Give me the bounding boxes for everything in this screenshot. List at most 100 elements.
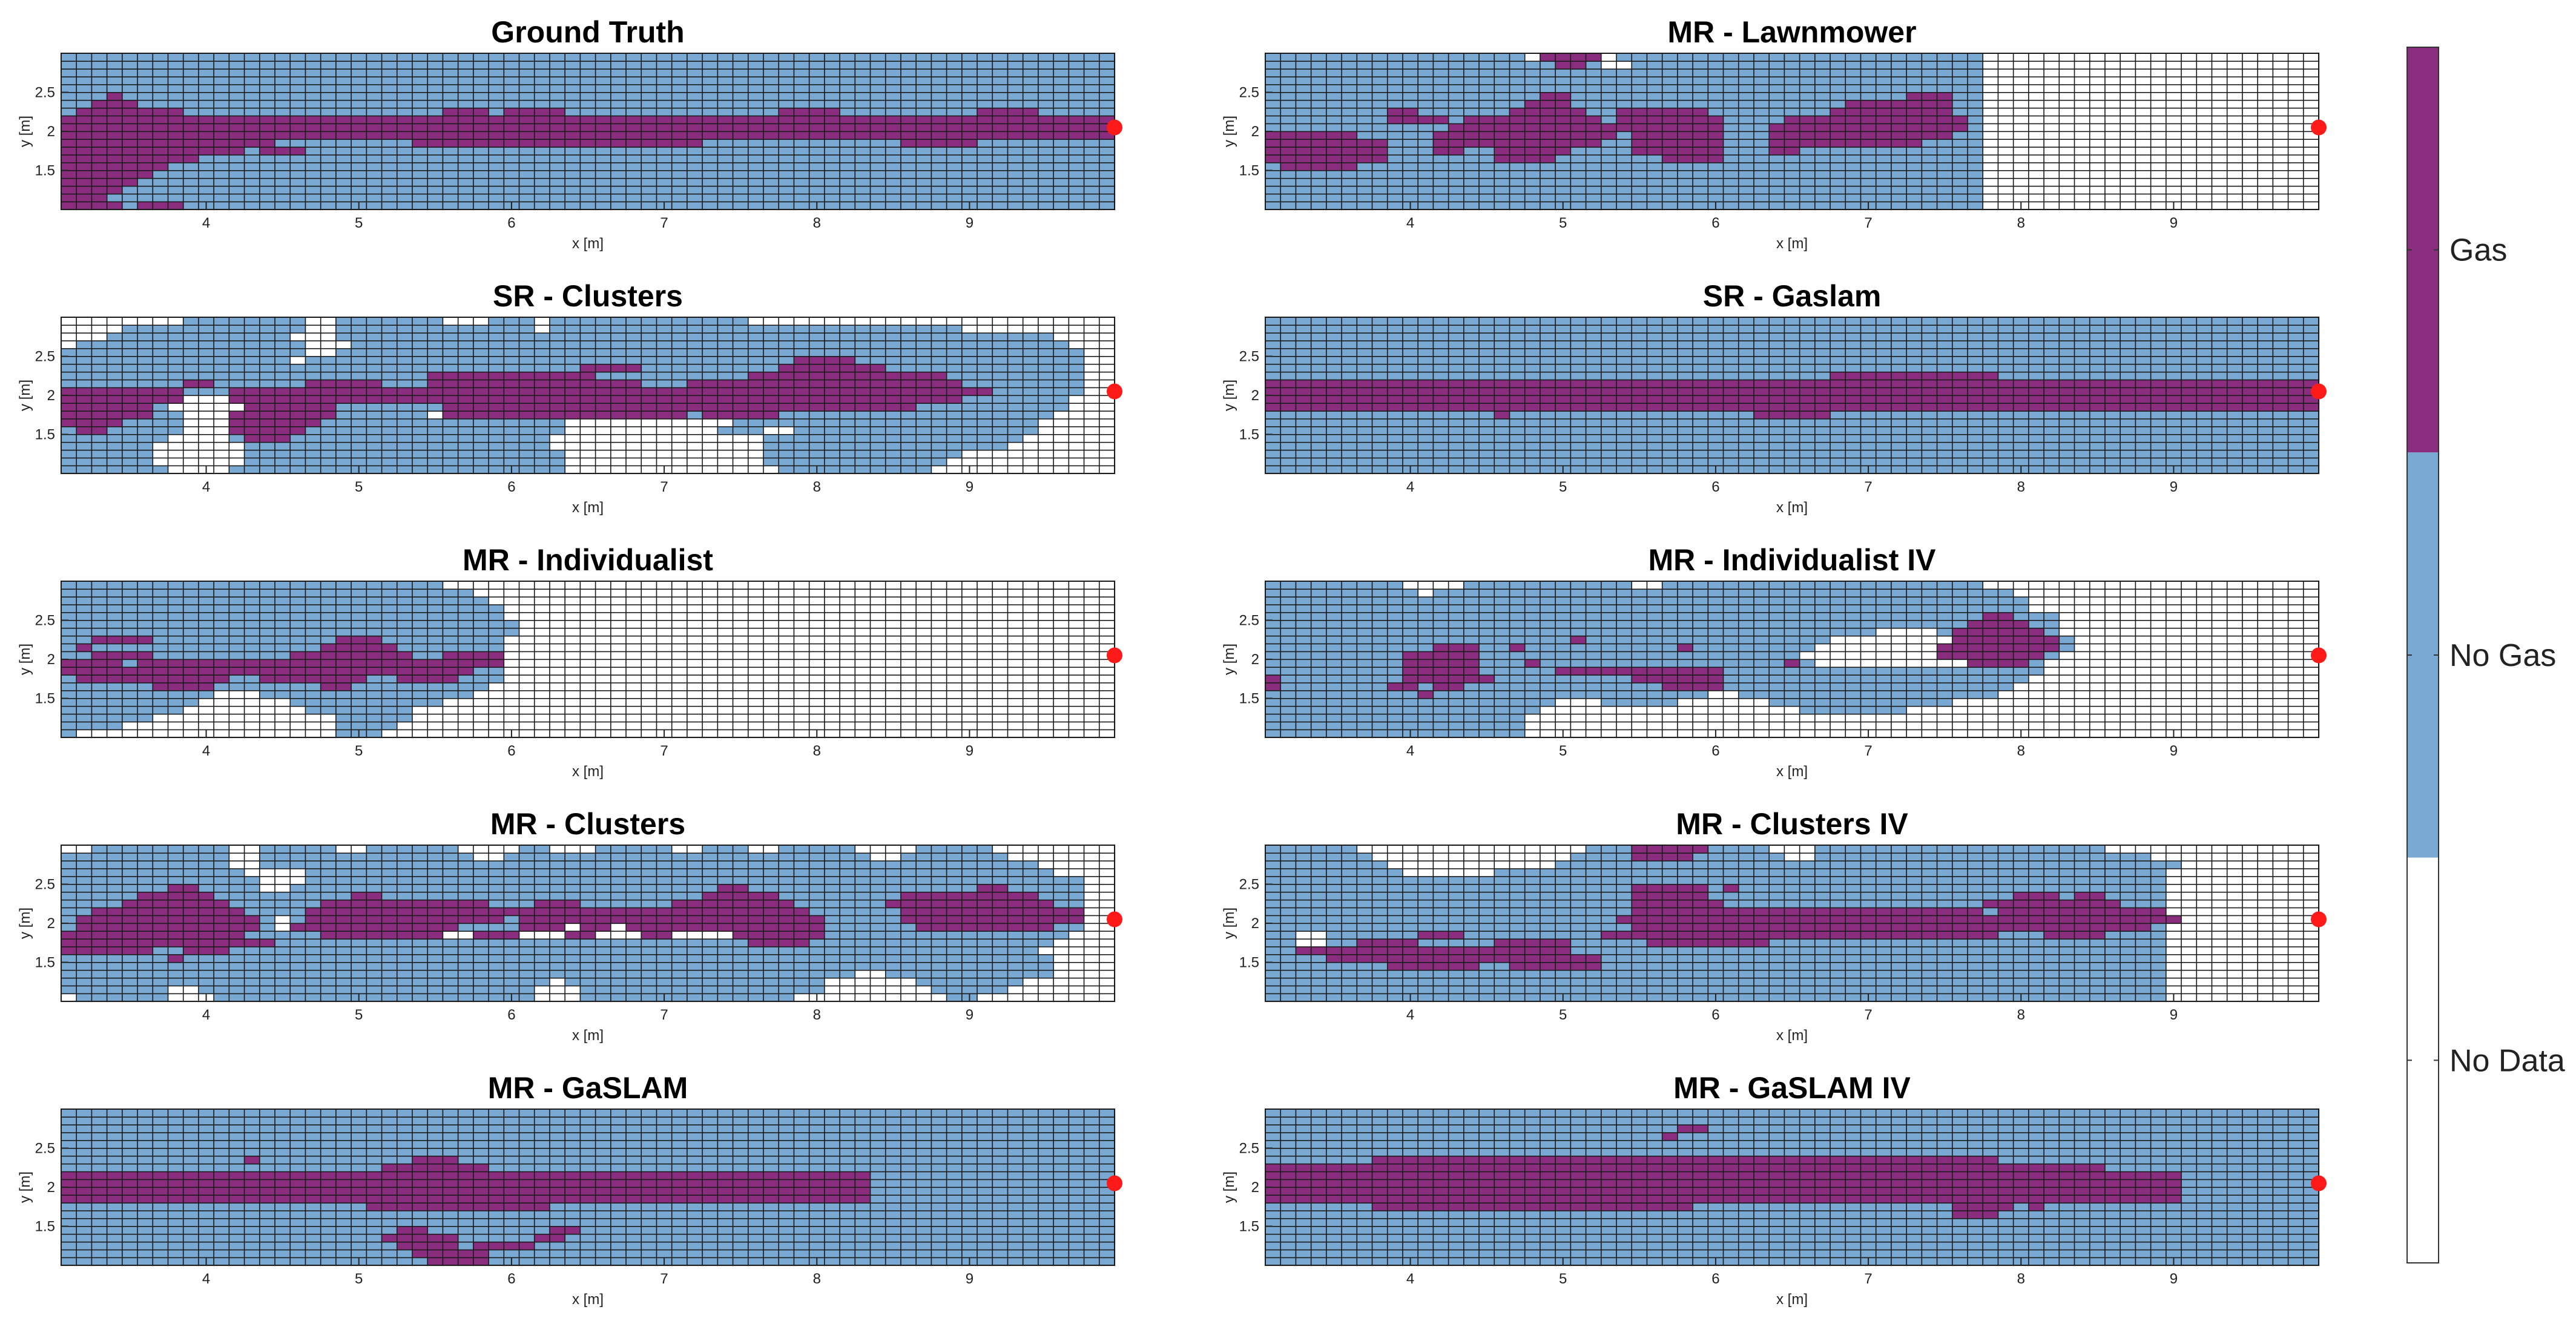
- cell-gas: [1386, 387, 1404, 397]
- cell-no-gas: [427, 317, 444, 326]
- cell-no-gas: [1830, 84, 1846, 93]
- cell-no-gas: [1646, 201, 1663, 211]
- cell-no-gas: [1265, 68, 1282, 77]
- cell-no-gas: [351, 317, 367, 326]
- cell-no-gas: [1784, 193, 1800, 203]
- cell-no-data: [2150, 99, 2167, 109]
- cell-gas: [595, 379, 611, 389]
- cell-no-gas: [335, 107, 352, 117]
- cell-no-gas: [122, 193, 139, 203]
- cell-no-gas: [747, 84, 765, 93]
- cell-gas: [625, 115, 642, 125]
- cell-no-gas: [1936, 426, 1953, 435]
- cell-no-gas: [2089, 441, 2106, 451]
- cell-no-gas: [76, 457, 93, 467]
- cell-no-gas: [1692, 177, 1709, 187]
- cell-gas: [1906, 387, 1923, 397]
- cell-gas: [2043, 387, 2060, 397]
- cell-no-gas: [1722, 426, 1739, 435]
- cell-gas: [1845, 123, 1862, 133]
- cell-no-data: [2104, 107, 2121, 117]
- cell-gas: [2120, 403, 2136, 412]
- cell-no-gas: [977, 355, 993, 365]
- cell-no-gas: [503, 53, 520, 62]
- cell-gas: [656, 115, 673, 125]
- cell-no-gas: [2043, 449, 2060, 459]
- cell-no-gas: [1753, 193, 1770, 203]
- cell-no-gas: [1799, 418, 1816, 427]
- cell-gas: [2166, 395, 2182, 404]
- cell-no-data: [2302, 201, 2320, 211]
- cell-no-gas: [351, 107, 367, 117]
- cell-no-gas: [687, 162, 703, 171]
- cell-no-gas: [366, 107, 383, 117]
- cell-no-gas: [1265, 433, 1282, 443]
- cell-no-gas: [412, 61, 429, 70]
- cell-gas: [1494, 139, 1510, 148]
- cell-no-gas: [579, 201, 596, 211]
- panel-title: SR - Gaslam: [1703, 279, 1882, 313]
- cell-gas: [1494, 387, 1510, 397]
- cell-no-gas: [1814, 162, 1831, 171]
- cell-no-data: [1997, 154, 2014, 163]
- cell-gas: [1280, 395, 1297, 404]
- cell-no-gas: [915, 107, 932, 117]
- cell-no-gas: [2211, 465, 2228, 475]
- cell-no-gas: [579, 99, 596, 109]
- cell-no-gas: [1417, 131, 1434, 140]
- cell-no-gas: [625, 193, 642, 203]
- cell-no-gas: [61, 91, 77, 101]
- cell-gas: [473, 387, 490, 397]
- cell-no-gas: [2302, 433, 2320, 443]
- cell-no-gas: [1967, 185, 1984, 195]
- cell-no-gas: [915, 363, 932, 373]
- cell-gas: [732, 387, 749, 397]
- cell-no-data: [228, 449, 245, 459]
- cell-gas: [1830, 395, 1846, 404]
- cell-gas: [1478, 131, 1495, 140]
- cell-gas: [1509, 387, 1526, 397]
- cell-no-gas: [1967, 99, 1984, 109]
- cell-no-gas: [1585, 107, 1602, 117]
- y-tick-label: 2: [47, 387, 55, 404]
- cell-no-gas: [457, 324, 474, 334]
- cell-no-data: [2242, 123, 2259, 133]
- cell-gas: [977, 387, 993, 397]
- cell-no-gas: [289, 107, 306, 117]
- cell-no-gas: [1677, 76, 1694, 85]
- cell-no-gas: [595, 355, 611, 365]
- x-axis-label: x [m]: [1776, 236, 1808, 252]
- cell-gas: [1265, 387, 1282, 397]
- cell-gas: [381, 387, 398, 397]
- cell-no-gas: [1402, 53, 1419, 62]
- cell-no-data: [1997, 201, 2014, 211]
- cell-gas: [427, 379, 444, 389]
- cell-no-gas: [228, 332, 245, 341]
- cell-no-gas: [687, 53, 703, 62]
- cell-no-gas: [1356, 170, 1373, 179]
- cell-gas: [1997, 387, 2014, 397]
- cell-no-gas: [61, 441, 77, 451]
- cell-no-gas: [1341, 123, 1358, 133]
- cell-no-gas: [1371, 457, 1388, 467]
- cell-no-gas: [2226, 465, 2244, 475]
- cell-no-gas: [1707, 457, 1724, 467]
- cell-no-gas: [473, 193, 490, 203]
- cell-no-gas: [488, 363, 505, 373]
- cell-no-gas: [1053, 99, 1070, 109]
- cell-no-gas: [106, 433, 123, 443]
- cell-no-gas: [1860, 185, 1877, 195]
- cell-no-gas: [1478, 201, 1495, 211]
- cell-no-gas: [1068, 379, 1085, 389]
- cell-no-gas: [228, 84, 245, 93]
- cell-no-gas: [1509, 76, 1526, 85]
- cell-no-gas: [198, 91, 215, 101]
- cell-no-gas: [1540, 177, 1556, 187]
- cell-no-gas: [335, 449, 352, 459]
- cell-no-gas: [1448, 441, 1464, 451]
- cell-gas: [1677, 387, 1694, 397]
- cell-no-data: [1007, 457, 1024, 467]
- cell-no-data: [992, 449, 1009, 459]
- cell-no-data: [2120, 115, 2136, 125]
- cell-no-data: [2074, 107, 2090, 117]
